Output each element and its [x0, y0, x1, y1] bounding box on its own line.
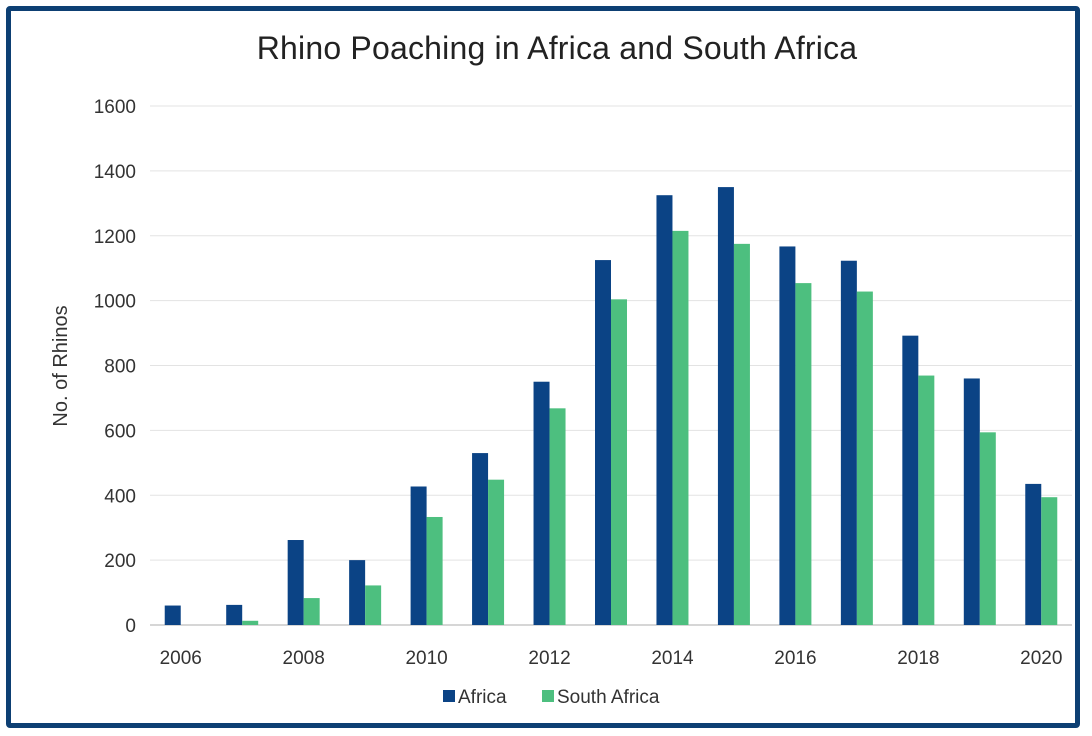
x-tick-label: 2016: [774, 648, 816, 669]
legend: Africa South Africa: [443, 687, 660, 708]
bar-south-africa: [488, 479, 505, 625]
bar-africa: [1025, 483, 1042, 625]
bar-south-africa: [426, 516, 443, 625]
bars: [164, 187, 1058, 625]
y-tick-label: 400: [104, 486, 136, 507]
bar-south-africa: [611, 299, 627, 625]
bar-south-africa: [303, 598, 320, 625]
bar-africa: [164, 605, 181, 625]
y-tick-label: 600: [104, 421, 136, 442]
bar-africa: [287, 540, 304, 625]
y-tick-label: 200: [104, 551, 136, 572]
x-tick-labels: 2006 2008 2010 2012 2014 2016 2018 2020: [160, 648, 1063, 669]
y-tick-label: 1600: [94, 97, 136, 118]
bar-africa: [902, 335, 919, 625]
bar-south-africa: [1041, 497, 1058, 625]
bar-africa: [779, 246, 796, 625]
bar-south-africa: [795, 283, 812, 625]
y-tick-labels: 0 200 400 600 800 1000 1200 1400 1600: [94, 97, 136, 637]
x-tick-label: 2010: [405, 648, 447, 669]
bar-africa: [226, 604, 243, 625]
bar-south-africa: [979, 432, 996, 625]
bar-africa: [840, 260, 857, 625]
x-tick-label: 2020: [1020, 648, 1062, 669]
legend-swatch: [542, 690, 554, 702]
x-tick-label: 2006: [160, 648, 202, 669]
legend-swatch: [443, 690, 455, 702]
bar-south-africa: [918, 375, 935, 625]
bar-africa: [349, 560, 366, 625]
chart-title: Rhino Poaching in Africa and South Afric…: [256, 30, 858, 66]
y-tick-label: 0: [125, 616, 136, 637]
bar-south-africa: [733, 243, 750, 625]
bar-africa: [595, 260, 611, 625]
bar-africa: [472, 453, 489, 625]
x-tick-label: 2008: [283, 648, 325, 669]
bar-africa: [717, 187, 734, 625]
x-tick-label: 2014: [651, 648, 694, 669]
bar-africa: [656, 195, 673, 625]
y-tick-label: 1400: [94, 162, 136, 183]
bar-south-africa: [672, 230, 689, 625]
y-tick-label: 1000: [94, 292, 136, 313]
bar-south-africa: [242, 620, 259, 625]
y-tick-label: 800: [104, 357, 136, 378]
legend-label: South Africa: [557, 687, 660, 708]
x-tick-label: 2018: [897, 648, 939, 669]
bar-south-africa: [856, 291, 873, 625]
y-tick-label: 1200: [94, 227, 136, 248]
bar-south-africa: [549, 408, 566, 625]
x-tick-label: 2012: [528, 648, 570, 669]
bar-south-africa: [365, 585, 382, 625]
y-axis-title: No. of Rhinos: [50, 305, 72, 426]
bar-africa: [533, 381, 550, 625]
bar-africa: [963, 378, 980, 625]
legend-label: Africa: [458, 687, 507, 708]
bar-africa: [410, 486, 427, 625]
